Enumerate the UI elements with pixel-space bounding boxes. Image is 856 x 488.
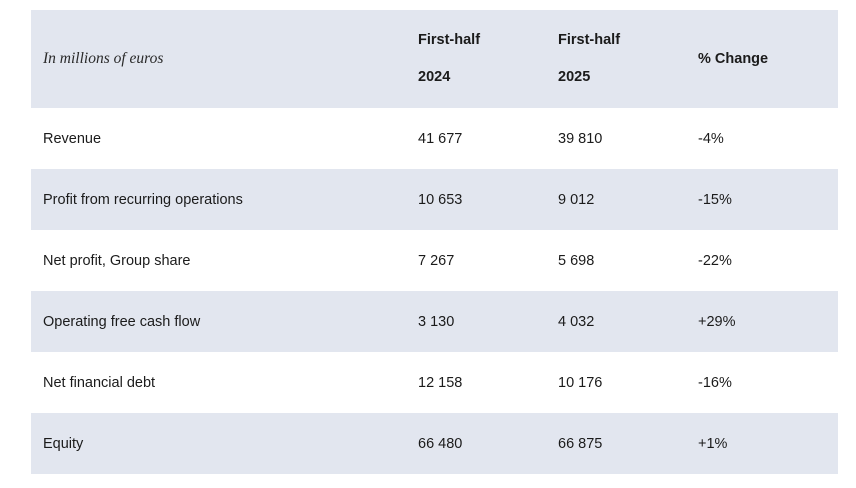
column-header-h1-2025-line1: First-half (558, 32, 621, 48)
value-change: -15% (698, 191, 732, 208)
column-header-h1-2024-line2: 2024 (418, 69, 451, 85)
value-h1-2025: 39 810 (558, 130, 603, 147)
value-h1-2025: 10 176 (558, 374, 603, 391)
units-label: In millions of euros (43, 50, 164, 67)
row-label: Profit from recurring operations (43, 191, 243, 208)
column-header-h1-2025: First-half 2025 (558, 10, 620, 108)
value-change: -16% (698, 374, 732, 391)
value-h1-2024: 3 130 (418, 313, 455, 330)
row-label: Net financial debt (43, 374, 156, 391)
table-row: Net profit, Group share 7 267 5 698 -22% (31, 230, 838, 291)
value-h1-2024: 7 267 (418, 252, 455, 269)
value-h1-2025: 4 032 (558, 313, 595, 330)
value-h1-2025: 9 012 (558, 191, 595, 208)
value-h1-2024: 41 677 (418, 130, 463, 147)
value-h1-2024: 12 158 (418, 374, 463, 391)
value-h1-2024: 10 653 (418, 191, 463, 208)
value-h1-2024: 66 480 (418, 435, 463, 452)
column-header-change: % Change (698, 51, 769, 67)
table-row: Net financial debt 12 158 10 176 -16% (31, 352, 838, 413)
column-header-h1-2025-line2: 2025 (558, 69, 591, 85)
column-header-h1-2024-line1: First-half (418, 32, 481, 48)
table-row: Equity 66 480 66 875 +1% (31, 413, 838, 474)
financial-summary-table: In millions of euros First-half 2024 Fir… (31, 10, 838, 474)
row-label: Net profit, Group share (43, 252, 191, 269)
column-header-h1-2024: First-half 2024 (418, 10, 480, 108)
table-header-row: In millions of euros First-half 2024 Fir… (31, 10, 838, 108)
row-label: Operating free cash flow (43, 313, 201, 330)
value-h1-2025: 5 698 (558, 252, 595, 269)
value-change: -4% (698, 130, 724, 147)
table-row: Revenue 41 677 39 810 -4% (31, 108, 838, 169)
value-h1-2025: 66 875 (558, 435, 603, 452)
row-label: Equity (43, 435, 84, 452)
table-row: Operating free cash flow 3 130 4 032 +29… (31, 291, 838, 352)
value-change: +1% (698, 435, 728, 452)
value-change: +29% (698, 313, 736, 330)
table-row: Profit from recurring operations 10 653 … (31, 169, 838, 230)
value-change: -22% (698, 252, 732, 269)
row-label: Revenue (43, 130, 102, 147)
